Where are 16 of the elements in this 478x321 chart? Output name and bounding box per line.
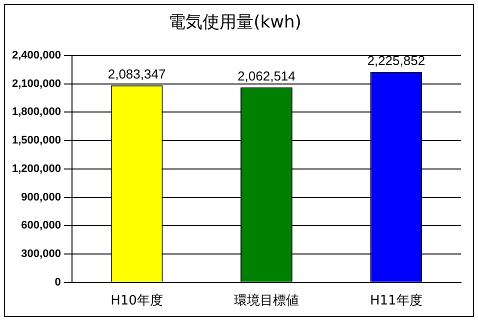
- y-tick-label: 2,400,000: [12, 49, 61, 62]
- y-tick-label: 0: [54, 276, 61, 288]
- y-tick-label: 600,000: [21, 220, 61, 232]
- y-tick-label: 2,100,000: [12, 78, 61, 90]
- chart-title: 電気使用量(kwh): [168, 12, 302, 33]
- y-tick-label: 1,800,000: [12, 106, 61, 118]
- y-tick-label: 1,200,000: [12, 162, 61, 175]
- x-tick-label: H10年度: [110, 292, 163, 309]
- data-label: 2,083,347: [108, 66, 166, 82]
- x-tick-label: 環境目標値: [234, 292, 299, 309]
- data-label: 2,062,514: [238, 68, 296, 84]
- x-tick-label: H11年度: [370, 292, 422, 309]
- y-tick-label: 900,000: [21, 191, 61, 204]
- y-tick-label: 300,000: [21, 248, 61, 260]
- data-label: 2,225,852: [367, 52, 426, 68]
- y-tick-label: 1,500,000: [12, 134, 61, 147]
